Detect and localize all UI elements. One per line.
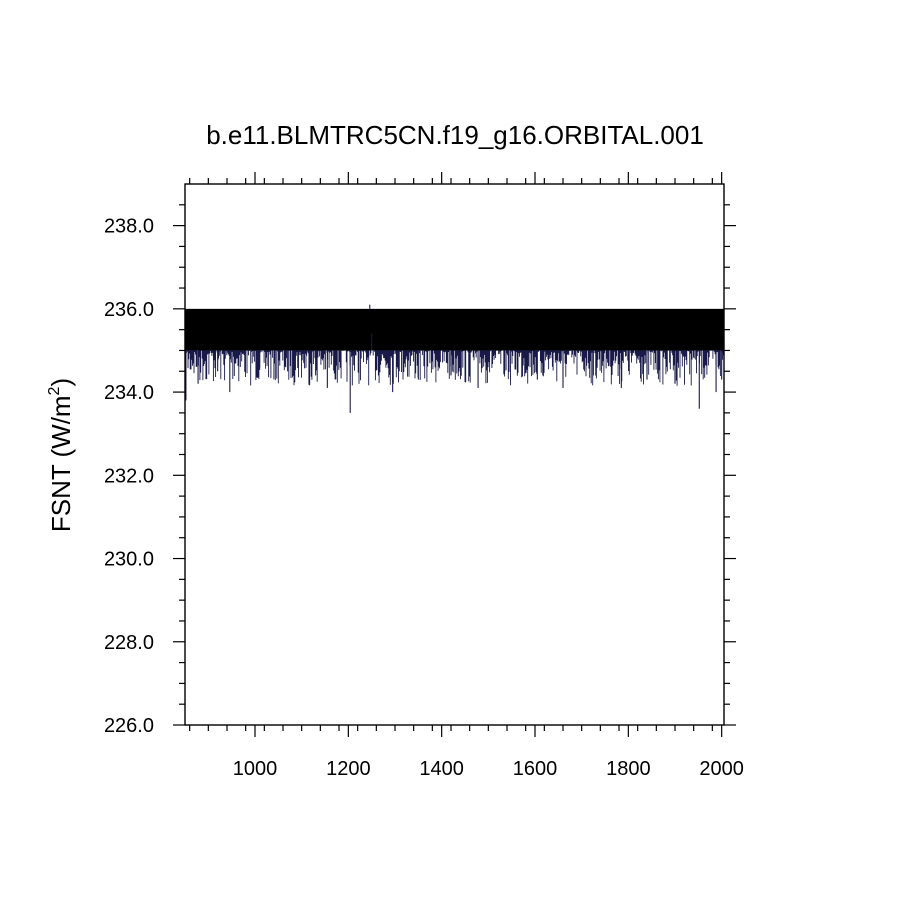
y-tick-label: 232.0 bbox=[104, 465, 154, 487]
series-fluctuations bbox=[185, 350, 724, 386]
y-axis-label-text: FSNT (W/m bbox=[46, 395, 76, 532]
x-tick-labels: 1000 1200 1400 1600 1800 2000 bbox=[233, 758, 744, 780]
y-axis-label-close: ) bbox=[46, 378, 76, 387]
x-tick-label: 1200 bbox=[326, 758, 371, 780]
x-tick-label: 1600 bbox=[513, 758, 558, 780]
y-tick-label: 230.0 bbox=[104, 549, 154, 571]
y-tick-label: 228.0 bbox=[104, 632, 154, 654]
x-tick-label: 2000 bbox=[699, 758, 744, 780]
y-axis-label: FSNT (W/m2) bbox=[46, 378, 76, 532]
plot-frame bbox=[184, 183, 725, 726]
x-tick-label: 1400 bbox=[419, 758, 464, 780]
series-envelope bbox=[185, 308, 724, 351]
y-tick-labels: 226.0 228.0 230.0 232.0 234.0 236.0 238.0 bbox=[104, 216, 154, 737]
ticks-layer bbox=[173, 172, 736, 737]
x-tick-label: 1800 bbox=[606, 758, 651, 780]
y-tick-label: 236.0 bbox=[104, 299, 154, 321]
y-tick-label: 226.0 bbox=[104, 715, 154, 737]
y-tick-label: 234.0 bbox=[104, 382, 154, 404]
y-axis-label-superscript: 2 bbox=[46, 386, 63, 395]
chart-title: b.e11.BLMTRC5CN.f19_g16.ORBITAL.001 bbox=[206, 120, 704, 150]
y-tick-label: 238.0 bbox=[104, 216, 154, 238]
data-layer bbox=[184, 304, 724, 413]
x-tick-label: 1000 bbox=[233, 758, 278, 780]
